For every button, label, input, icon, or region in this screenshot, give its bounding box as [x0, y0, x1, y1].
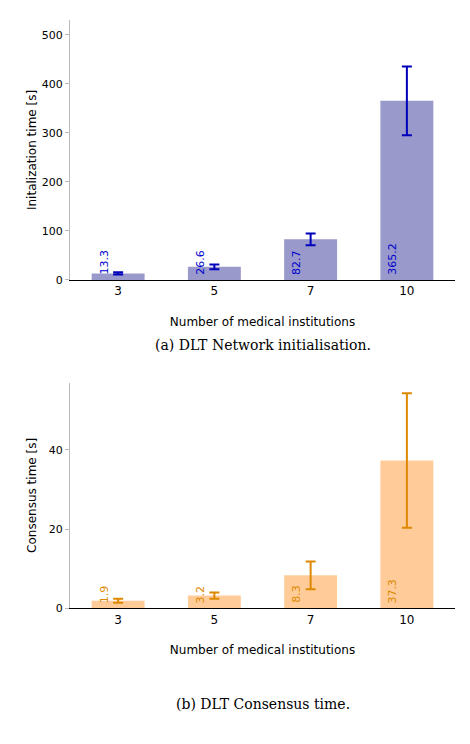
svg-text:7: 7 [307, 613, 315, 627]
svg-text:37.3: 37.3 [386, 579, 399, 604]
svg-text:5: 5 [211, 284, 219, 298]
svg-text:82.7: 82.7 [290, 251, 303, 276]
svg-text:200: 200 [42, 176, 63, 189]
svg-text:3: 3 [114, 284, 122, 298]
svg-text:Number of medical institutions: Number of medical institutions [170, 643, 355, 657]
svg-text:(a) DLT Network initialisation: (a) DLT Network initialisation. [155, 337, 371, 353]
svg-text:20: 20 [49, 523, 63, 536]
svg-text:Initalization time [s]: Initalization time [s] [25, 90, 39, 210]
svg-text:Number of medical institutions: Number of medical institutions [170, 315, 355, 329]
svg-text:13.3: 13.3 [98, 250, 111, 275]
svg-text:8.3: 8.3 [290, 585, 303, 603]
svg-text:3.2: 3.2 [194, 586, 207, 604]
svg-text:0: 0 [56, 274, 63, 287]
svg-text:365.2: 365.2 [386, 243, 399, 275]
svg-text:Consensus time [s]: Consensus time [s] [25, 438, 39, 553]
svg-text:400: 400 [42, 78, 63, 91]
svg-text:7: 7 [307, 284, 315, 298]
svg-text:10: 10 [399, 613, 414, 627]
svg-text:10: 10 [399, 284, 414, 298]
svg-text:26.6: 26.6 [194, 250, 207, 275]
svg-text:0: 0 [56, 602, 63, 615]
svg-text:40: 40 [49, 444, 63, 457]
svg-text:500: 500 [42, 29, 63, 42]
svg-text:100: 100 [42, 225, 63, 238]
svg-text:1.9: 1.9 [98, 586, 111, 604]
svg-text:3: 3 [114, 613, 122, 627]
svg-text:(b) DLT Consensus time.: (b) DLT Consensus time. [176, 696, 350, 712]
svg-text:300: 300 [42, 127, 63, 140]
svg-text:5: 5 [211, 613, 219, 627]
